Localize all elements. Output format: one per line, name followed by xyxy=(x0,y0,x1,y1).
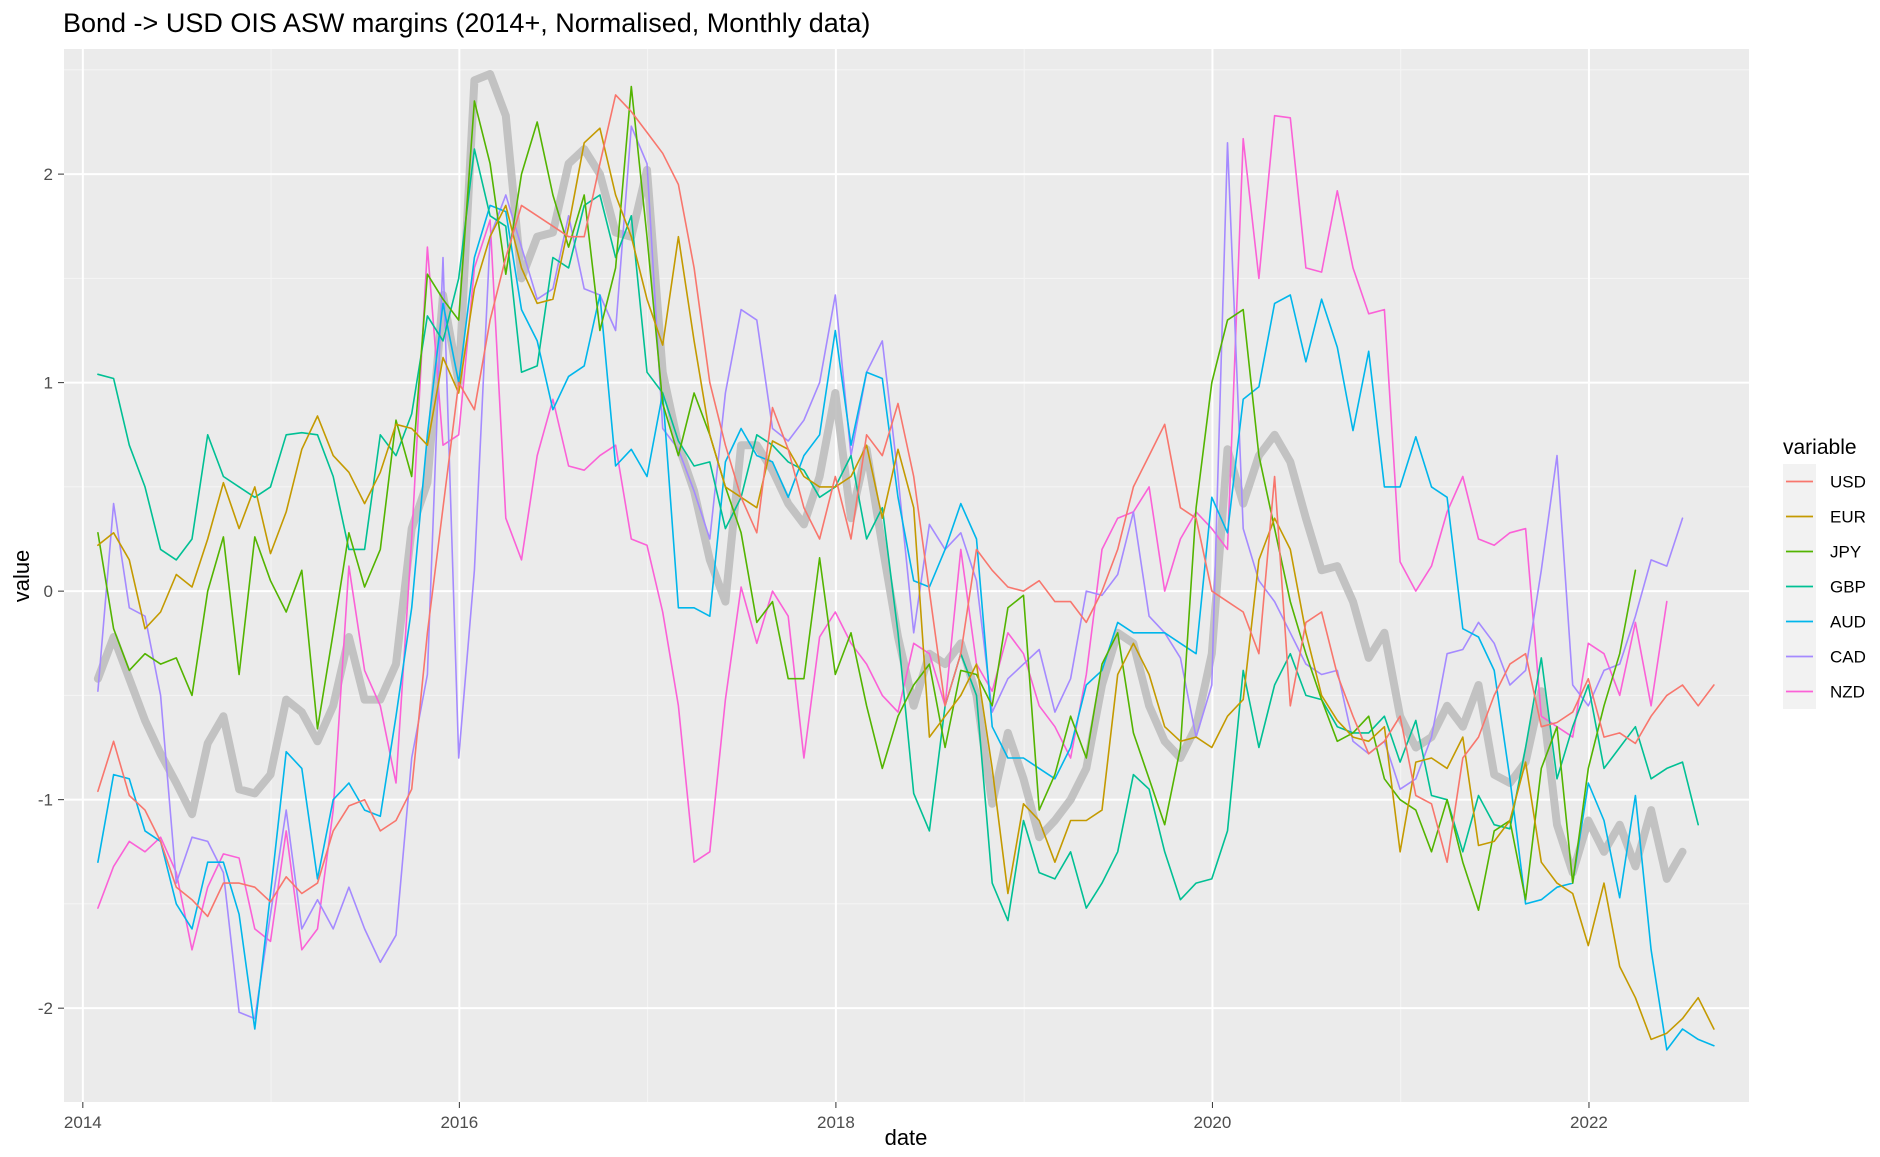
legend-label-usd: USD xyxy=(1830,473,1866,492)
major-gridlines xyxy=(64,49,1749,1102)
legend-label-jpy: JPY xyxy=(1830,543,1861,562)
x-tick-label: 2018 xyxy=(817,1113,855,1132)
y-tick-label: -1 xyxy=(38,791,53,810)
legend-title: variable xyxy=(1783,436,1857,459)
summary-series-line xyxy=(93,70,1687,883)
chart-title: Bond -> USD OIS ASW margins (2014+, Norm… xyxy=(63,8,870,38)
legend-label-eur: EUR xyxy=(1830,508,1866,527)
y-axis-title: value xyxy=(9,550,34,603)
series-line-cad xyxy=(97,125,1684,1020)
y-tick-label: -2 xyxy=(38,999,53,1018)
series-line-gbp xyxy=(97,148,1699,922)
x-axis-ticks: 2014 2016 2018 2020 2022 xyxy=(64,1102,1608,1132)
series-line-usd xyxy=(97,94,1715,918)
series-line-aud xyxy=(97,204,1715,1051)
series-lines xyxy=(93,70,1715,1051)
x-tick-label: 2016 xyxy=(440,1113,478,1132)
legend-label-gbp: GBP xyxy=(1830,578,1866,597)
series-line-jpy xyxy=(97,85,1637,912)
legend-label-aud: AUD xyxy=(1830,613,1866,632)
x-axis-title: date xyxy=(885,1125,928,1150)
legend-label-cad: CAD xyxy=(1830,648,1866,667)
plot-panel xyxy=(64,49,1749,1102)
series-line-eur xyxy=(97,127,1715,1041)
x-tick-label: 2020 xyxy=(1194,1113,1232,1132)
y-tick-label: 1 xyxy=(44,374,53,393)
y-axis-ticks: -2 -1 0 1 2 xyxy=(38,165,64,1018)
legend: variable USD EUR JPY GBP AUD CAD NZD xyxy=(1783,436,1866,709)
y-tick-label: 2 xyxy=(44,165,53,184)
x-tick-label: 2014 xyxy=(64,1113,102,1132)
y-tick-label: 0 xyxy=(44,582,53,601)
series-line-nzd xyxy=(97,114,1668,951)
x-tick-label: 2022 xyxy=(1570,1113,1608,1132)
legend-label-nzd: NZD xyxy=(1830,683,1865,702)
